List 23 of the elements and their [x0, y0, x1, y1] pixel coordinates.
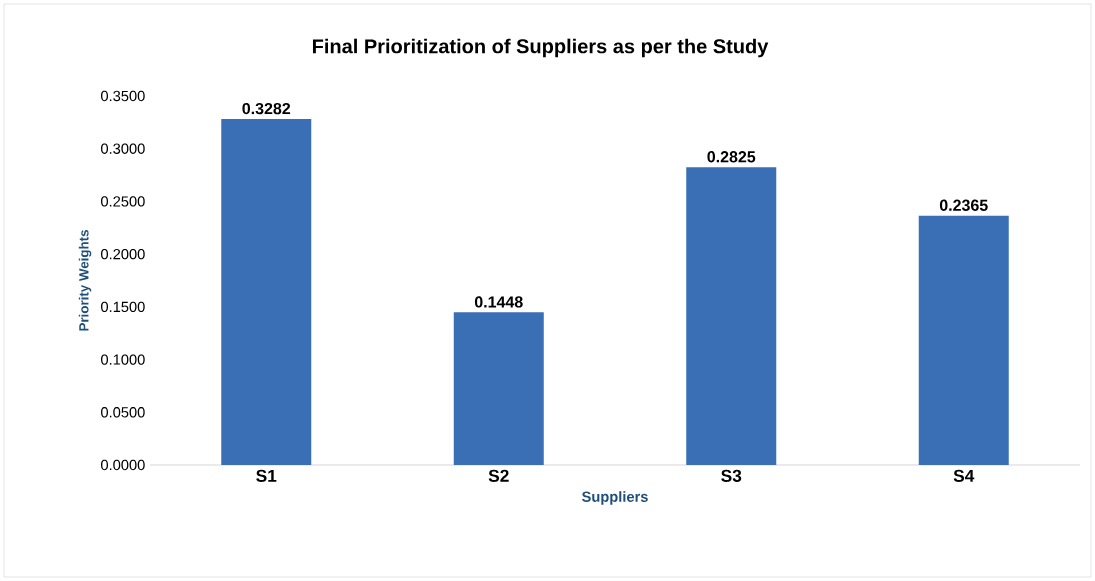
data-label: 0.1448: [474, 296, 523, 308]
x-tick-label: S1: [256, 469, 277, 482]
y-tick-label: 0.2500: [101, 196, 145, 207]
x-axis-title: Suppliers: [582, 491, 648, 505]
data-label: 0.2365: [939, 199, 988, 211]
bar: [918, 215, 1009, 465]
y-tick-label: 0.0500: [101, 407, 145, 418]
x-tick-label: S2: [488, 469, 509, 482]
bar: [686, 167, 777, 465]
y-tick-label: 0.2000: [101, 248, 145, 260]
y-tick-label: 0.0000: [101, 459, 145, 471]
bar: [453, 312, 544, 465]
chart-title: Final Prioritization of Suppliers as per the Study: [312, 38, 769, 58]
bar: [221, 118, 312, 465]
data-label: 0.2825: [707, 151, 756, 163]
data-label: 0.3282: [242, 102, 291, 115]
y-tick-label: 0.3500: [101, 90, 145, 102]
x-tick-label: S4: [953, 469, 975, 482]
y-axis-title: Priority Weights: [78, 230, 92, 331]
y-tick-label: 0.1500: [101, 301, 145, 313]
x-tick-label: S3: [721, 469, 742, 482]
y-tick-label: 0.3000: [101, 143, 145, 154]
y-tick-label: 0.1000: [101, 354, 145, 365]
